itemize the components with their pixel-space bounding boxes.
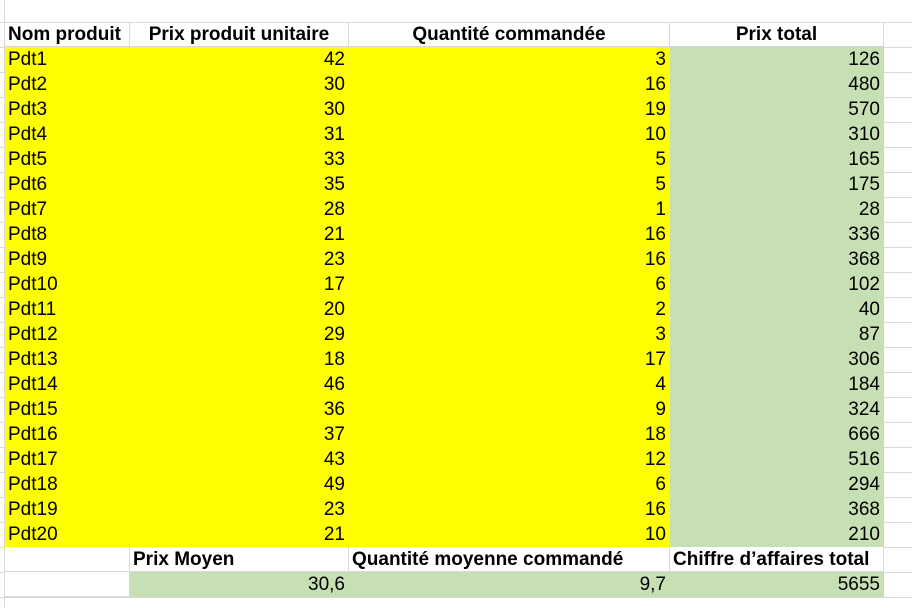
cell-total-price[interactable]: 480 <box>670 72 884 97</box>
cell-quantity[interactable]: 1 <box>349 197 670 222</box>
cell-total-price[interactable]: 28 <box>670 197 884 222</box>
cell-unit-price[interactable]: 20 <box>130 297 349 322</box>
cell-total-price[interactable]: 175 <box>670 172 884 197</box>
cell-unit-price[interactable]: 21 <box>130 222 349 247</box>
cell-product-name[interactable]: Pdt1 <box>5 47 130 72</box>
cell-quantity[interactable]: 10 <box>349 522 670 547</box>
cell-total-price[interactable]: 516 <box>670 447 884 472</box>
cell-quantity[interactable]: 16 <box>349 247 670 272</box>
cell-total-price[interactable]: 570 <box>670 97 884 122</box>
value-average-price[interactable]: 30,6 <box>130 572 349 597</box>
cell-product-name[interactable]: Pdt4 <box>5 122 130 147</box>
cell-product-name[interactable]: Pdt5 <box>5 147 130 172</box>
header-unit-price[interactable]: Prix produit unitaire <box>130 22 349 47</box>
cell-quantity[interactable]: 18 <box>349 422 670 447</box>
label-average-price[interactable]: Prix Moyen <box>130 547 349 572</box>
cell-total-price[interactable]: 165 <box>670 147 884 172</box>
cell-quantity[interactable]: 16 <box>349 72 670 97</box>
cell-quantity[interactable]: 2 <box>349 297 670 322</box>
label-average-quantity[interactable]: Quantité moyenne commandé <box>349 547 670 572</box>
cell-quantity[interactable]: 10 <box>349 122 670 147</box>
cell-total-price[interactable]: 126 <box>670 47 884 72</box>
cell-product-name[interactable]: Pdt3 <box>5 97 130 122</box>
cell-quantity[interactable]: 16 <box>349 222 670 247</box>
grid-line <box>4 0 5 608</box>
cell-unit-price[interactable]: 33 <box>130 147 349 172</box>
cell-unit-price[interactable]: 30 <box>130 72 349 97</box>
cell-unit-price[interactable]: 28 <box>130 197 349 222</box>
cell-unit-price[interactable]: 17 <box>130 272 349 297</box>
cell-quantity[interactable]: 4 <box>349 372 670 397</box>
cell-total-price[interactable]: 294 <box>670 472 884 497</box>
value-total-revenue[interactable]: 5655 <box>670 572 884 597</box>
cell-quantity[interactable]: 5 <box>349 147 670 172</box>
cell-unit-price[interactable]: 37 <box>130 422 349 447</box>
cell-quantity[interactable]: 9 <box>349 397 670 422</box>
top-empty-row[interactable] <box>0 0 912 23</box>
cell-product-name[interactable]: Pdt20 <box>5 522 130 547</box>
header-quantity[interactable]: Quantité commandée <box>349 22 670 47</box>
cell-product-name[interactable]: Pdt12 <box>5 322 130 347</box>
data-table: Nom produit Prix produit unitaire Quanti… <box>5 22 884 597</box>
cell-product-name[interactable]: Pdt7 <box>5 197 130 222</box>
cell-quantity[interactable]: 12 <box>349 447 670 472</box>
cell-unit-price[interactable]: 43 <box>130 447 349 472</box>
cell-product-name[interactable]: Pdt6 <box>5 172 130 197</box>
cell-product-name[interactable]: Pdt14 <box>5 372 130 397</box>
cell-unit-price[interactable]: 23 <box>130 247 349 272</box>
cell-product-name[interactable]: Pdt15 <box>5 397 130 422</box>
label-total-revenue[interactable]: Chiffre d’affaires total <box>670 547 884 572</box>
cell-quantity[interactable]: 6 <box>349 272 670 297</box>
cell-product-name[interactable]: Pdt8 <box>5 222 130 247</box>
cell-total-price[interactable]: 666 <box>670 422 884 447</box>
cell-product-name[interactable]: Pdt2 <box>5 72 130 97</box>
cell-quantity[interactable]: 16 <box>349 497 670 522</box>
header-product-name[interactable]: Nom produit <box>5 22 130 47</box>
cell-product-name[interactable]: Pdt19 <box>5 497 130 522</box>
cell-quantity[interactable]: 3 <box>349 47 670 72</box>
cell-total-price[interactable]: 40 <box>670 297 884 322</box>
header-total-price[interactable]: Prix total <box>670 22 884 47</box>
cell-total-price[interactable]: 87 <box>670 322 884 347</box>
cell-empty[interactable] <box>5 572 130 597</box>
cell-unit-price[interactable]: 49 <box>130 472 349 497</box>
cell-unit-price[interactable]: 30 <box>130 97 349 122</box>
cell-quantity[interactable]: 17 <box>349 347 670 372</box>
cell-unit-price[interactable]: 42 <box>130 47 349 72</box>
cell-empty[interactable] <box>5 547 130 572</box>
cell-total-price[interactable]: 324 <box>670 397 884 422</box>
cell-total-price[interactable]: 102 <box>670 272 884 297</box>
cell-total-price[interactable]: 368 <box>670 497 884 522</box>
cell-unit-price[interactable]: 18 <box>130 347 349 372</box>
cell-total-price[interactable]: 306 <box>670 347 884 372</box>
cell-total-price[interactable]: 368 <box>670 247 884 272</box>
cell-product-name[interactable]: Pdt18 <box>5 472 130 497</box>
cell-total-price[interactable]: 310 <box>670 122 884 147</box>
cell-total-price[interactable]: 336 <box>670 222 884 247</box>
cell-quantity[interactable]: 5 <box>349 172 670 197</box>
cell-unit-price[interactable]: 35 <box>130 172 349 197</box>
cell-product-name[interactable]: Pdt16 <box>5 422 130 447</box>
cell-unit-price[interactable]: 36 <box>130 397 349 422</box>
cell-unit-price[interactable]: 23 <box>130 497 349 522</box>
cell-unit-price[interactable]: 31 <box>130 122 349 147</box>
cell-product-name[interactable]: Pdt10 <box>5 272 130 297</box>
cell-unit-price[interactable]: 46 <box>130 372 349 397</box>
cell-unit-price[interactable]: 29 <box>130 322 349 347</box>
cell-unit-price[interactable]: 21 <box>130 522 349 547</box>
value-average-quantity[interactable]: 9,7 <box>349 572 670 597</box>
cell-product-name[interactable]: Pdt9 <box>5 247 130 272</box>
cell-quantity[interactable]: 3 <box>349 322 670 347</box>
cell-total-price[interactable]: 210 <box>670 522 884 547</box>
cell-quantity[interactable]: 6 <box>349 472 670 497</box>
cell-product-name[interactable]: Pdt11 <box>5 297 130 322</box>
cell-quantity[interactable]: 19 <box>349 97 670 122</box>
cell-total-price[interactable]: 184 <box>670 372 884 397</box>
cell-product-name[interactable]: Pdt13 <box>5 347 130 372</box>
cell-product-name[interactable]: Pdt17 <box>5 447 130 472</box>
